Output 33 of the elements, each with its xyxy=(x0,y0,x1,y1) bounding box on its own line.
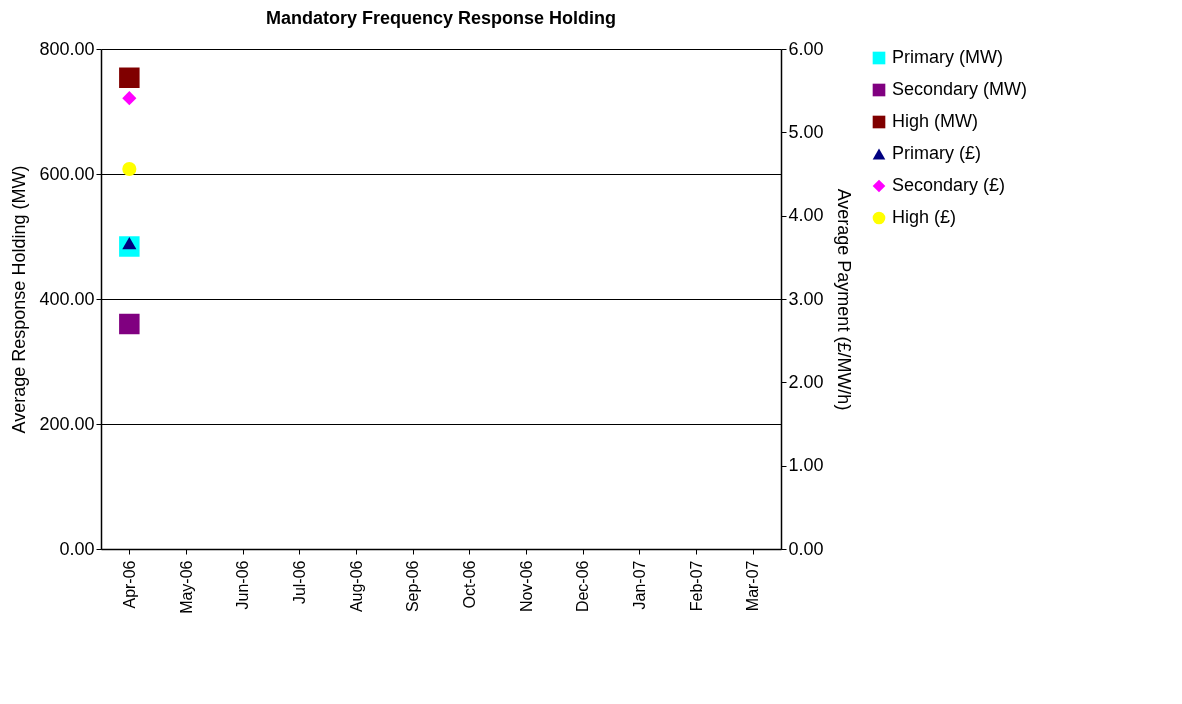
y-tick-label: 400.00 xyxy=(39,288,95,309)
x-tick-label: Apr-06 xyxy=(120,560,138,609)
x-tick-label: Mar-07 xyxy=(744,560,762,612)
y2-tick-label: 6.00 xyxy=(788,38,824,59)
x-tick-label: Dec-06 xyxy=(574,560,592,613)
y-tick-label: 600.00 xyxy=(39,163,95,184)
x-tick-label: Jan-07 xyxy=(630,560,648,610)
legend-label: High (MW) xyxy=(892,111,978,131)
y2-tick-label: 5.00 xyxy=(788,121,824,142)
legend-label: High (£) xyxy=(892,207,957,227)
x-tick-label: Jun-06 xyxy=(234,560,252,610)
y-tick-label: 200.00 xyxy=(39,413,95,434)
x-tick-label: Sep-06 xyxy=(404,560,422,613)
legend-label: Secondary (MW) xyxy=(892,79,1028,99)
y2-tick-label: 2.00 xyxy=(788,371,824,392)
x-tick-label: Oct-06 xyxy=(460,560,478,609)
y-tick-label: 800.00 xyxy=(39,38,95,59)
x-tick-label: May-06 xyxy=(177,560,195,614)
x-tick-label: Nov-06 xyxy=(517,560,535,613)
y2-tick-label: 4.00 xyxy=(788,205,824,226)
y2-tick-label: 0.00 xyxy=(788,538,824,559)
x-tick-label: Jul-06 xyxy=(290,560,308,605)
y2-tick-label: 3.00 xyxy=(788,288,824,309)
y-tick-label: 0.00 xyxy=(59,538,95,559)
y2-axis-title: Average Payment (£/MW/h) xyxy=(833,188,854,411)
legend-label: Primary (MW) xyxy=(892,47,1003,67)
chart-title: Mandatory Frequency Response Holding xyxy=(265,8,617,28)
legend-label: Primary (£) xyxy=(892,143,981,163)
legend-label: Secondary (£) xyxy=(892,175,1006,195)
x-tick-label: Aug-06 xyxy=(347,560,365,613)
y-axis-title: Average Response Holding (MW) xyxy=(9,165,30,434)
y2-tick-label: 1.00 xyxy=(788,455,824,476)
x-tick-label: Feb-07 xyxy=(687,560,705,612)
